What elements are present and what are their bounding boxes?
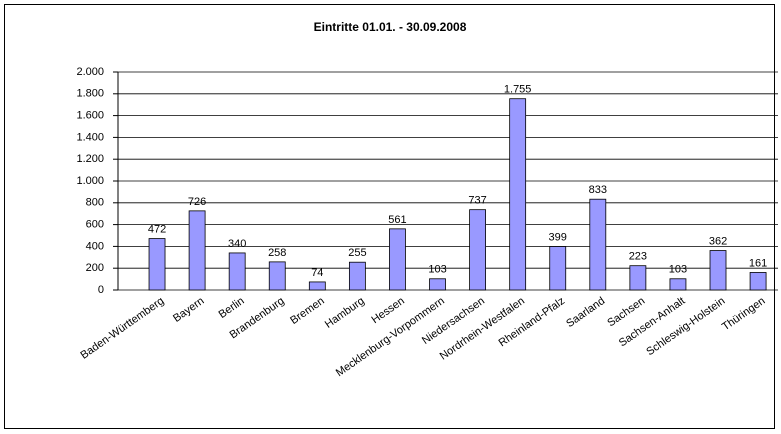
bar [669, 278, 687, 291]
value-label: 561 [388, 214, 406, 226]
value-label: 74 [311, 267, 323, 279]
chart-title: Eintritte 01.01. - 30.09.2008 [314, 20, 467, 34]
y-tick-label: 1.200 [76, 153, 104, 165]
y-tick-label: 1.000 [76, 175, 104, 187]
bar [348, 261, 366, 291]
chart-frame [4, 4, 775, 429]
y-tick-label: 0 [98, 284, 104, 296]
value-label: 737 [468, 195, 486, 207]
y-tick-label: 400 [86, 240, 104, 252]
value-label: 340 [228, 238, 246, 250]
bar [709, 250, 727, 291]
value-label: 223 [629, 251, 647, 263]
y-tick-label: 600 [86, 219, 104, 231]
value-label: 255 [348, 247, 366, 259]
value-label: 833 [589, 184, 607, 196]
bar [228, 252, 246, 291]
bar [308, 281, 326, 291]
y-tick-label: 1.600 [76, 110, 104, 122]
bar [148, 238, 166, 291]
y-tick-label: 1.400 [76, 131, 104, 143]
bar [629, 265, 647, 291]
bar [589, 198, 607, 291]
bar [549, 246, 567, 291]
bar [389, 228, 406, 291]
bar [509, 98, 527, 291]
bar [188, 210, 206, 291]
bar [749, 272, 767, 291]
value-label: 472 [148, 223, 166, 235]
value-label: 399 [549, 231, 567, 243]
bar [469, 209, 486, 291]
value-label: 161 [749, 257, 767, 269]
bar [429, 278, 446, 291]
value-label: 103 [428, 264, 446, 276]
y-tick-label: 200 [86, 262, 104, 274]
value-label: 362 [709, 235, 727, 247]
value-label: 726 [188, 196, 206, 208]
value-label: 103 [669, 264, 687, 276]
bar [268, 261, 286, 291]
y-tick-label: 800 [86, 197, 104, 209]
value-label: 258 [268, 247, 286, 259]
value-label: 1.755 [504, 84, 532, 96]
y-tick-label: 2.000 [76, 66, 104, 78]
y-tick-label: 1.800 [76, 88, 104, 100]
